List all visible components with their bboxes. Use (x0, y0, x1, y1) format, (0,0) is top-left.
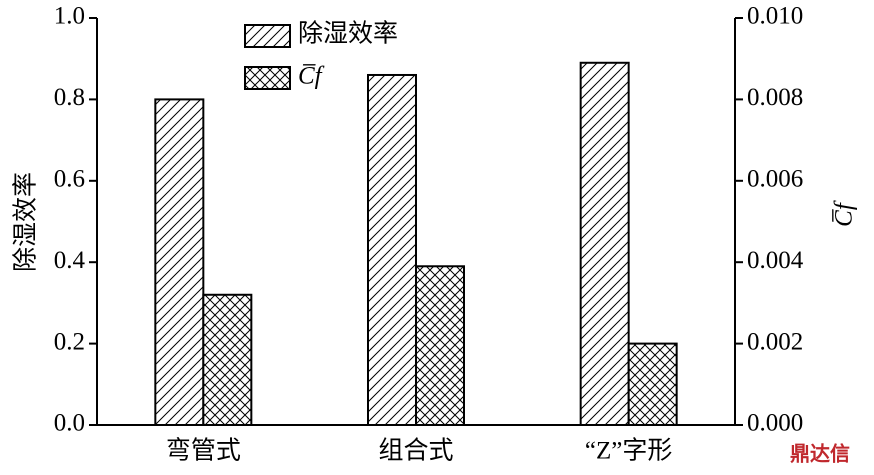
y2-tick-label: 0.000 (747, 410, 803, 437)
y2-tick-label: 0.006 (747, 166, 803, 193)
y-tick-label: 0.4 (54, 247, 86, 274)
y-tick-label: 1.0 (54, 3, 85, 30)
y-axis-label: 除湿效率 (12, 172, 40, 272)
y2-tick-label: 0.002 (747, 328, 803, 355)
bar (367, 73, 417, 426)
bar (627, 342, 678, 427)
x-tick-label: 组合式 (378, 437, 453, 465)
bar (579, 61, 630, 427)
y-tick-label: 0.2 (54, 328, 85, 355)
x-tick-label: “Z”字形 (585, 437, 672, 465)
legend-label: 除湿效率 (298, 20, 398, 48)
bar (154, 98, 205, 427)
legend-swatch (244, 66, 291, 90)
legend-swatch (244, 24, 291, 48)
x-tick-label: 弯管式 (166, 437, 241, 465)
y2-tick-label: 0.008 (747, 84, 803, 111)
y2-tick-label: 0.010 (747, 3, 803, 30)
bar (202, 293, 253, 427)
bar (415, 265, 465, 426)
y2-tick-label: 0.004 (747, 247, 804, 274)
y-tick-label: 0.8 (54, 84, 85, 111)
watermark: 鼎达信 (790, 442, 850, 466)
y-tick-label: 0.6 (54, 166, 85, 193)
y2-axis-label: C̅f (831, 200, 858, 227)
legend-label: C̅f (298, 63, 325, 90)
y-tick-label: 0.0 (54, 410, 85, 437)
